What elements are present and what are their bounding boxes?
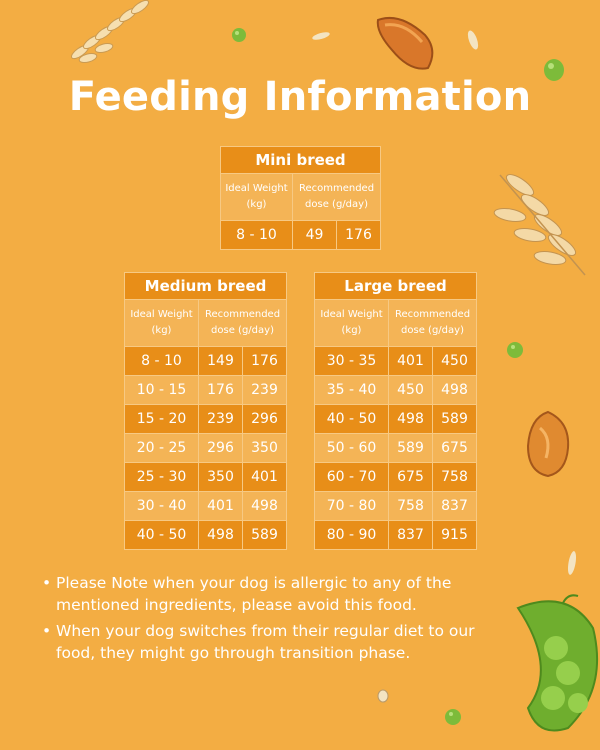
list-item: • Please Note when your dog is allergic … <box>42 572 512 616</box>
pea-icon <box>544 59 564 81</box>
wheat-icon <box>70 0 150 64</box>
medium-breed-table: Medium breed Ideal Weight (kg) Recommend… <box>123 272 288 550</box>
recommended-dose-header: Recommended dose (g/day) <box>387 299 478 347</box>
dose-min-cell: 498 <box>198 520 243 550</box>
notes-list: • Please Note when your dog is allergic … <box>42 572 512 668</box>
weight-cell: 15 - 20 <box>124 404 199 434</box>
table-row: 40 - 50 498 589 <box>314 404 478 434</box>
weight-cell: 40 - 50 <box>314 404 389 434</box>
dose-min-cell: 498 <box>388 404 433 434</box>
ideal-weight-header: Ideal Weight (kg) <box>124 299 199 347</box>
dose-max-cell: 176 <box>335 220 382 250</box>
weight-cell: 20 - 25 <box>124 433 199 463</box>
weight-cell: 60 - 70 <box>314 462 389 492</box>
list-item: • When your dog switches from their regu… <box>42 620 512 664</box>
medium-breed-heading: Medium breed <box>123 272 288 300</box>
sweet-potato-icon <box>376 16 434 70</box>
dose-max-cell: 675 <box>431 433 478 463</box>
dose-min-cell: 450 <box>388 375 433 405</box>
pea-icon <box>507 342 523 358</box>
dose-max-cell: 915 <box>431 520 478 550</box>
dose-min-cell: 675 <box>388 462 433 492</box>
large-breed-heading: Large breed <box>313 272 478 300</box>
dose-min-cell: 149 <box>198 346 243 376</box>
dose-max-cell: 758 <box>431 462 478 492</box>
seed-icon <box>312 32 330 40</box>
table-row: 40 - 50 498 589 <box>124 520 288 550</box>
table-row: 50 - 60 589 675 <box>314 433 478 463</box>
sweet-potato-icon <box>526 410 570 478</box>
dose-min-cell: 239 <box>198 404 243 434</box>
table-row: 25 - 30 350 401 <box>124 462 288 492</box>
table-row: 30 - 40 401 498 <box>124 491 288 521</box>
table-row: 70 - 80 758 837 <box>314 491 478 521</box>
weight-cell: 8 - 10 <box>124 346 199 376</box>
dose-max-cell: 498 <box>431 375 478 405</box>
weight-cell: 80 - 90 <box>314 520 389 550</box>
dose-max-cell: 837 <box>431 491 478 521</box>
dose-max-cell: 176 <box>241 346 288 376</box>
table-row: 35 - 40 450 498 <box>314 375 478 405</box>
dose-min-cell: 49 <box>292 220 337 250</box>
bullet-icon: • <box>42 622 52 640</box>
large-breed-table: Large breed Ideal Weight (kg) Recommende… <box>313 272 478 550</box>
dose-min-cell: 837 <box>388 520 433 550</box>
ideal-weight-header: Ideal Weight (kg) <box>220 173 293 221</box>
mini-breed-table: Mini breed Ideal Weight (kg) Recommended… <box>219 146 382 250</box>
mini-breed-heading: Mini breed <box>219 146 382 174</box>
dose-min-cell: 758 <box>388 491 433 521</box>
weight-cell: 8 - 10 <box>220 220 293 250</box>
dose-min-cell: 401 <box>198 491 243 521</box>
pea-icon <box>445 709 461 725</box>
seed-icon <box>377 689 389 703</box>
weight-cell: 35 - 40 <box>314 375 389 405</box>
note-text: Please Note when your dog is allergic to… <box>56 574 452 614</box>
recommended-dose-header: Recommended dose (g/day) <box>291 173 382 221</box>
weight-cell: 70 - 80 <box>314 491 389 521</box>
bullet-icon: • <box>42 574 52 592</box>
table-row: 80 - 90 837 915 <box>314 520 478 550</box>
dose-max-cell: 350 <box>241 433 288 463</box>
pea-pod-icon <box>516 594 599 732</box>
dose-max-cell: 296 <box>241 404 288 434</box>
seed-icon <box>567 551 577 575</box>
note-text: When your dog switches from their regula… <box>56 622 475 662</box>
dose-min-cell: 176 <box>198 375 243 405</box>
dose-max-cell: 450 <box>431 346 478 376</box>
table-row: 15 - 20 239 296 <box>124 404 288 434</box>
weight-cell: 30 - 40 <box>124 491 199 521</box>
pea-icon <box>232 28 246 42</box>
table-row: 20 - 25 296 350 <box>124 433 288 463</box>
dose-max-cell: 498 <box>241 491 288 521</box>
weight-cell: 10 - 15 <box>124 375 199 405</box>
dose-min-cell: 350 <box>198 462 243 492</box>
dose-min-cell: 589 <box>388 433 433 463</box>
dose-max-cell: 589 <box>431 404 478 434</box>
recommended-dose-header: Recommended dose (g/day) <box>197 299 288 347</box>
weight-cell: 50 - 60 <box>314 433 389 463</box>
weight-cell: 25 - 30 <box>124 462 199 492</box>
dose-min-cell: 401 <box>388 346 433 376</box>
seed-icon <box>467 30 479 50</box>
dose-max-cell: 401 <box>241 462 288 492</box>
dose-max-cell: 239 <box>241 375 288 405</box>
wheat-icon <box>493 174 586 276</box>
dose-min-cell: 296 <box>198 433 243 463</box>
table-row: 8 - 10 49 176 <box>220 220 382 250</box>
weight-cell: 30 - 35 <box>314 346 389 376</box>
table-row: 8 - 10 149 176 <box>124 346 288 376</box>
table-row: 10 - 15 176 239 <box>124 375 288 405</box>
dose-max-cell: 589 <box>241 520 288 550</box>
page-title: Feeding Information <box>68 74 532 120</box>
weight-cell: 40 - 50 <box>124 520 199 550</box>
table-row: 30 - 35 401 450 <box>314 346 478 376</box>
ideal-weight-header: Ideal Weight (kg) <box>314 299 389 347</box>
table-row: 60 - 70 675 758 <box>314 462 478 492</box>
